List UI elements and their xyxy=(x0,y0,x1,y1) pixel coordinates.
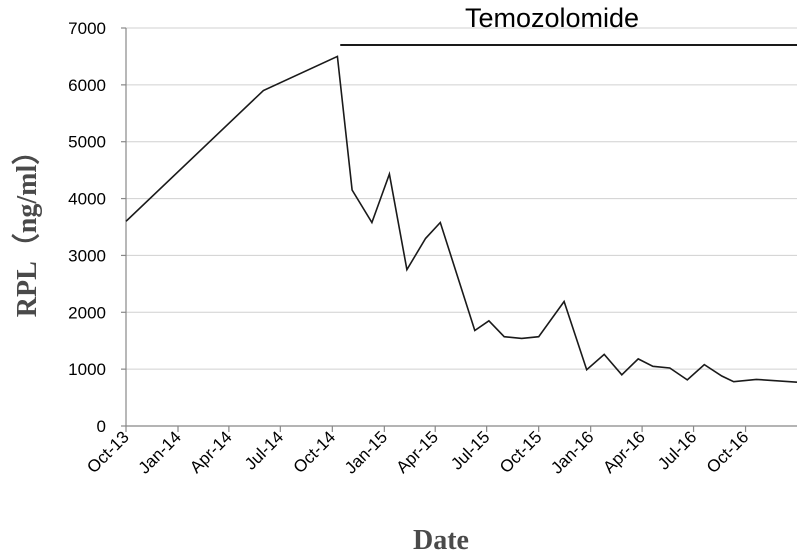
y-tick-label: 5000 xyxy=(68,133,106,152)
x-tick-label: Oct-13 xyxy=(83,427,133,477)
x-tick-label: Jan-14 xyxy=(135,427,185,477)
x-tick-label: Jul-16 xyxy=(654,427,700,473)
y-tick-label: 2000 xyxy=(68,303,106,322)
y-axis-title: RPL（ng/ml） xyxy=(10,137,43,317)
temozolomide-annotation: Temozolomide xyxy=(340,3,797,46)
grid xyxy=(126,27,797,370)
y-tick-label: 3000 xyxy=(68,246,106,265)
y-tick-label: 0 xyxy=(97,417,106,436)
x-tick-label: Oct-16 xyxy=(703,427,753,477)
x-tick-label: Oct-15 xyxy=(496,427,546,477)
x-tick-label: Apr-14 xyxy=(186,427,236,477)
series-layer xyxy=(125,55,798,383)
axes xyxy=(121,27,797,432)
y-tick-label: 4000 xyxy=(68,190,106,209)
rpl-series-line xyxy=(125,55,798,383)
x-tick-label: Jul-15 xyxy=(447,427,493,473)
x-tick-label: Jan-16 xyxy=(547,427,597,477)
x-tick-label: Apr-15 xyxy=(393,427,443,477)
x-tick-label: Jan-15 xyxy=(341,427,391,477)
x-tick-label: Apr-16 xyxy=(599,427,649,477)
y-tick-label: 7000 xyxy=(68,19,106,38)
x-tick-label: Jul-14 xyxy=(241,427,287,473)
x-axis-title: Date xyxy=(413,525,469,555)
y-tick-label: 1000 xyxy=(68,360,106,379)
x-tick-label: Oct-14 xyxy=(290,427,340,477)
temozolomide-label: Temozolomide xyxy=(465,3,639,33)
y-tick-label: 6000 xyxy=(68,76,106,95)
